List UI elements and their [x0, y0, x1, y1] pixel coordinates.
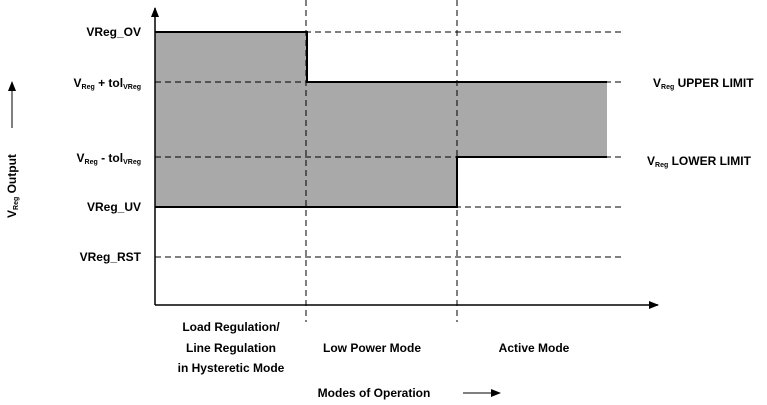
text-part: V: [647, 154, 655, 168]
mode-label: Active Mode: [499, 341, 570, 355]
level-label: VReg + tolVReg: [74, 76, 142, 91]
text-part: VReg: [123, 84, 141, 91]
text-part: Output: [5, 154, 19, 197]
text-part: LOWER LIMIT: [668, 154, 751, 168]
limit-label: VReg LOWER LIMIT: [647, 154, 752, 169]
text-part: + tol: [95, 76, 123, 90]
text-part: Reg: [85, 159, 98, 166]
text-part: V: [5, 210, 19, 218]
level-labels: VReg_OV VReg + tolVReg VReg - tolVReg VR…: [74, 25, 142, 264]
mode-labels: Load Regulation/ Line Regulation in Hyst…: [178, 320, 570, 375]
level-label: VReg_UV: [87, 200, 141, 214]
level-label: VReg_RST: [80, 250, 142, 264]
text-part: UPPER LIMIT: [674, 76, 754, 90]
level-label: VReg_OV: [86, 25, 141, 39]
limit-label: VReg UPPER LIMIT: [653, 76, 754, 91]
text-part: Reg: [82, 84, 95, 91]
text-part: V: [653, 76, 661, 90]
regulation-region: [155, 32, 607, 207]
mode-label: in Hysteretic Mode: [178, 361, 285, 375]
x-axis-label: Modes of Operation: [318, 386, 431, 400]
y-axis-label: VReg Output: [5, 154, 20, 218]
level-label: VReg - tolVReg: [77, 151, 141, 166]
text-part: Reg: [661, 84, 674, 91]
text-part: Reg: [655, 162, 668, 169]
limit-outline: [155, 31, 607, 208]
text-part: Reg: [13, 197, 20, 210]
mode-label: Low Power Mode: [323, 341, 421, 355]
text-part: - tol: [98, 151, 123, 165]
mode-label: Load Regulation/: [182, 320, 280, 334]
text-part: VReg: [123, 159, 141, 166]
mode-label: Line Regulation: [186, 341, 276, 355]
text-part: V: [74, 76, 82, 90]
text-part: V: [77, 151, 85, 165]
